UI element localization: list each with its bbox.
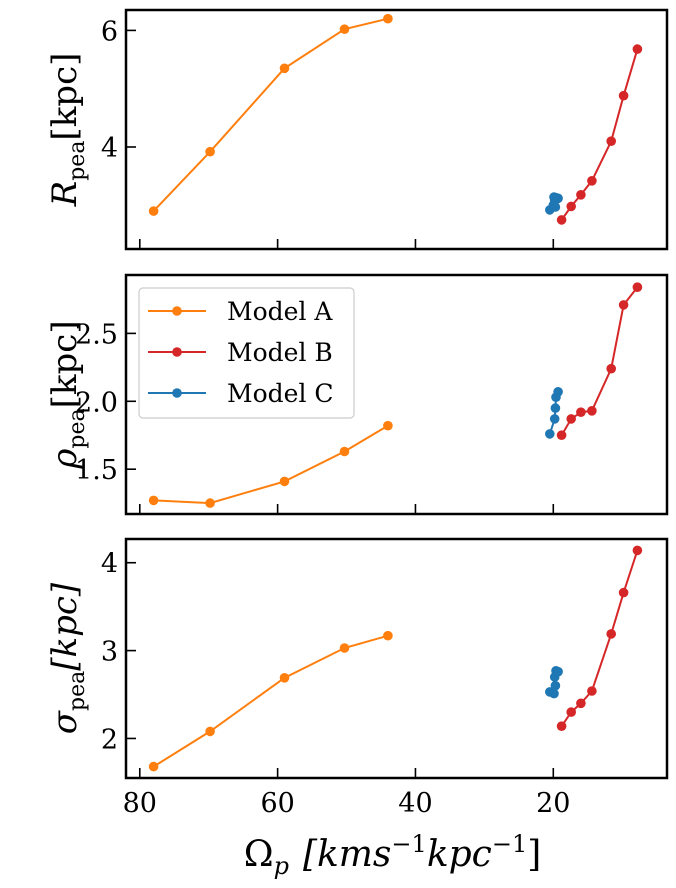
data-point [553,387,563,397]
series-model-c [545,387,563,439]
legend-label: Model A [227,297,333,326]
series-model-a [148,630,393,772]
panel-3: 2 3 4 σpea[kpc] [45,537,669,780]
y-tick-label: 2.0 [75,387,118,418]
series-line [153,424,389,505]
series-line [560,550,639,727]
data-point [383,420,393,431]
y-tick-label: 4 [101,549,118,580]
legend-entry-model-a: Model A [148,297,333,326]
legend-label: Model C [227,379,334,408]
x-axis-label: 80 60 40 20 Ωp [kms−1kpc−1] [123,788,571,880]
data-point [205,146,215,157]
y-axis-label: ρpea[kpc] [45,320,90,469]
legend: Model A Model B Model C [138,287,355,419]
axes-frame [124,273,669,516]
data-point [339,643,350,653]
data-point [587,686,597,696]
data-point [632,282,643,293]
data-point [339,24,350,34]
axes-frame [124,537,669,780]
data-point [587,176,597,186]
x-axis-title: Ωp [kms−1kpc−1] [244,830,542,880]
data-point [587,406,597,416]
series-model-a [148,13,393,216]
series-line [560,48,639,221]
panel-1: 4 6 Rpea[kpc] [45,8,669,251]
data-point [576,698,586,709]
data-point [148,206,159,216]
legend-entry-model-c: Model C [148,379,334,408]
y-tick-label: 6 [101,16,118,47]
data-point [566,414,576,424]
series-model-b [556,545,643,731]
data-point [618,300,629,310]
data-point [339,446,350,457]
x-tick-label: 20 [536,788,570,819]
series-model-b [556,282,643,441]
legend-marker [172,347,182,357]
y-tick-label: 2.5 [75,319,118,350]
series-line [560,286,639,436]
data-point [279,63,290,74]
series-model-c [545,192,563,215]
series-line [153,634,389,768]
data-point [279,476,290,487]
legend-box [138,287,355,419]
series-model-b [556,44,643,225]
data-point [606,136,616,146]
data-point [148,495,159,506]
data-point [606,629,616,639]
legend-marker [172,306,182,316]
data-point [205,726,215,737]
x-tick-label: 80 [123,788,157,819]
data-point [550,680,561,691]
data-point [632,545,643,556]
x-tick-label: 40 [398,788,432,819]
data-point [566,707,576,717]
y-axis-label: σpea[kpc] [45,582,90,734]
data-point [618,587,629,598]
data-point [556,215,567,225]
y-axis-label: Rpea[kpc] [45,53,90,208]
data-point [606,363,616,374]
y-tick-label: 4 [101,133,118,164]
legend-label: Model B [227,338,333,367]
data-point [205,498,215,508]
data-point [279,673,290,683]
data-point [556,721,567,731]
data-point [545,429,555,439]
data-point [618,90,629,101]
data-point [576,190,586,200]
data-point [576,407,586,418]
axes-frame [124,8,669,251]
data-point [550,403,561,413]
data-point [549,192,559,202]
series-model-c [545,666,563,699]
data-point [632,44,643,54]
data-point [553,666,563,677]
data-point [148,761,159,772]
data-point [383,630,393,641]
series-line [152,17,389,212]
legend-marker [172,388,182,398]
x-tick-label: 60 [260,788,294,819]
data-point [556,430,567,441]
y-tick-label: 2 [101,724,118,755]
data-point [383,13,393,24]
y-tick-label: 1.5 [75,455,118,486]
data-point [549,414,560,424]
series-model-a [148,420,393,508]
data-point [550,202,561,212]
data-point [566,201,576,212]
legend-entry-model-b: Model B [148,338,333,367]
y-tick-label: 3 [101,637,118,668]
data-point [549,688,559,699]
